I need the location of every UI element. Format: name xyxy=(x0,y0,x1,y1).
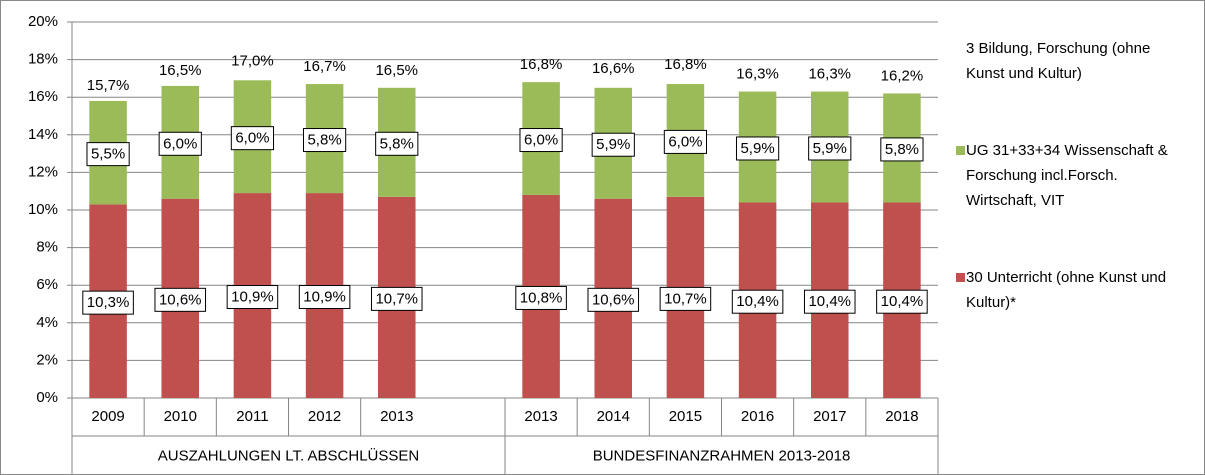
data-label-box xyxy=(302,128,347,153)
y-tick-label: 4% xyxy=(36,314,58,331)
data-label-box xyxy=(880,137,924,162)
data-label: 5,9% xyxy=(596,136,630,153)
data-label: 6,0% xyxy=(163,135,197,152)
data-label-box xyxy=(515,285,567,310)
total-label: 16,3% xyxy=(808,66,851,83)
data-label-box xyxy=(659,286,712,311)
data-label: 10,6% xyxy=(592,291,635,308)
x-tick-label: 2018 xyxy=(885,408,918,425)
x-tick-label: 2010 xyxy=(164,408,197,425)
data-label-box xyxy=(82,290,134,315)
total-label: 15,7% xyxy=(87,77,130,94)
data-label-box xyxy=(86,142,130,167)
total-label: 16,6% xyxy=(592,60,635,77)
data-label: 6,0% xyxy=(524,132,558,149)
y-tick-label: 20% xyxy=(28,13,58,30)
data-label-box xyxy=(519,128,563,153)
y-tick-label: 10% xyxy=(28,201,58,218)
data-label: 10,6% xyxy=(159,291,202,308)
y-tick-label: 6% xyxy=(36,276,58,293)
data-label: 10,4% xyxy=(808,293,851,310)
data-label: 5,5% xyxy=(91,146,125,163)
data-label: 10,4% xyxy=(881,293,924,310)
data-label-box xyxy=(375,131,419,156)
legend-entry: 30 Unterricht (ohne Kunst und Kultur)* xyxy=(952,265,1192,315)
y-tick-label: 18% xyxy=(28,51,58,68)
data-label: 10,9% xyxy=(303,289,346,306)
y-tick-label: 8% xyxy=(36,239,58,256)
y-tick-label: 14% xyxy=(28,126,58,143)
data-label: 10,9% xyxy=(231,289,274,306)
total-label: 16,5% xyxy=(375,62,418,79)
y-tick-label: 12% xyxy=(28,163,58,180)
data-label: 5,9% xyxy=(813,140,847,157)
data-label-box xyxy=(158,131,202,156)
legend-swatch xyxy=(956,146,965,155)
data-label: 6,0% xyxy=(235,130,269,147)
data-label: 10,7% xyxy=(664,290,707,307)
x-tick-label: 2013 xyxy=(524,408,557,425)
legend-text: 3 Bildung, Forschung (ohne Kunst und Kul… xyxy=(966,40,1151,82)
data-label-box xyxy=(226,285,279,310)
data-label: 6,0% xyxy=(668,133,702,150)
data-label-box xyxy=(587,287,640,312)
data-label-box xyxy=(663,129,708,154)
legend: 3 Bildung, Forschung (ohne Kunst und Kul… xyxy=(952,36,1192,367)
total-label: 17,0% xyxy=(231,52,274,69)
y-tick-label: 16% xyxy=(28,88,58,105)
data-label: 5,8% xyxy=(307,132,341,149)
group-label: BUNDESFINANZRAHMEN 2013-2018 xyxy=(593,447,851,464)
data-label-box xyxy=(803,289,856,314)
data-label: 10,8% xyxy=(520,289,563,306)
data-label-box xyxy=(591,132,635,157)
total-label: 16,8% xyxy=(664,56,707,73)
x-tick-label: 2009 xyxy=(91,408,124,425)
data-label: 5,8% xyxy=(380,135,414,152)
x-tick-label: 2011 xyxy=(236,408,268,425)
total-label: 16,5% xyxy=(159,62,202,79)
data-label-box xyxy=(808,136,852,161)
total-label: 16,2% xyxy=(881,67,924,84)
data-label-box xyxy=(876,289,928,314)
legend-text: UG 31+33+34 Wissenschaft & Forschung inc… xyxy=(966,142,1168,209)
x-tick-label: 2013 xyxy=(380,408,413,425)
x-tick-label: 2016 xyxy=(741,408,774,425)
x-tick-label: 2014 xyxy=(597,408,630,425)
legend-entry: UG 31+33+34 Wissenschaft & Forschung inc… xyxy=(952,138,1192,213)
data-label: 10,4% xyxy=(736,293,779,310)
data-label-box xyxy=(370,286,423,311)
total-label: 16,3% xyxy=(736,66,779,83)
legend-entry: 3 Bildung, Forschung (ohne Kunst und Kul… xyxy=(952,36,1192,86)
y-tick-label: 2% xyxy=(36,351,58,368)
legend-swatch xyxy=(956,273,965,282)
x-tick-label: 2015 xyxy=(669,408,702,425)
total-label: 16,8% xyxy=(520,56,563,73)
data-label-box xyxy=(154,287,207,312)
data-label-box xyxy=(298,285,351,310)
legend-text: 30 Unterricht (ohne Kunst und Kultur)* xyxy=(966,269,1167,311)
total-label: 16,7% xyxy=(303,58,346,75)
data-label: 5,8% xyxy=(885,141,919,158)
x-tick-label: 2017 xyxy=(813,408,846,425)
data-label: 5,9% xyxy=(740,140,774,157)
data-label: 10,3% xyxy=(87,294,130,311)
data-label-box xyxy=(230,126,275,151)
data-label-box xyxy=(735,136,780,161)
data-label-box xyxy=(731,289,784,314)
x-tick-label: 2012 xyxy=(308,408,341,425)
data-label: 10,7% xyxy=(375,290,418,307)
group-label: AUSZAHLUNGEN LT. ABSCHLÜSSEN xyxy=(158,446,419,464)
y-tick-label: 0% xyxy=(36,389,58,406)
